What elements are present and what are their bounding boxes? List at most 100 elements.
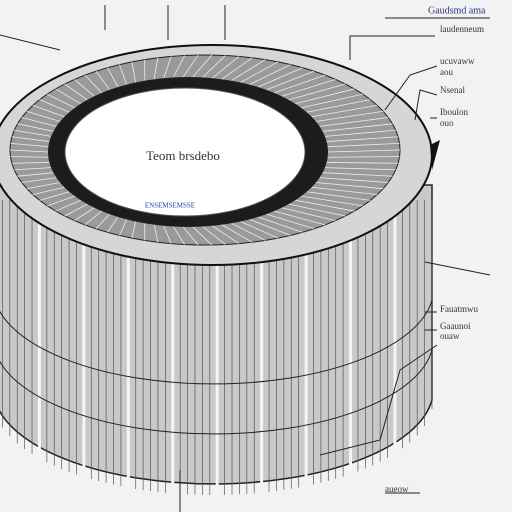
seat-row bbox=[10, 156, 49, 158]
seat-row bbox=[319, 177, 389, 183]
seat-row bbox=[327, 142, 400, 148]
seat-row bbox=[10, 142, 49, 148]
seat-row bbox=[311, 105, 378, 118]
seat-row bbox=[306, 191, 371, 201]
seat-row bbox=[231, 222, 266, 241]
seat-row bbox=[257, 67, 303, 88]
seat-row bbox=[11, 136, 50, 142]
seat-row bbox=[327, 149, 401, 153]
seat-row bbox=[131, 61, 136, 83]
seat-row bbox=[311, 186, 378, 195]
seat-row bbox=[14, 167, 52, 171]
seat-row bbox=[221, 224, 253, 243]
seat-row bbox=[74, 79, 95, 97]
seat-row bbox=[39, 99, 70, 113]
seat-row bbox=[95, 213, 111, 230]
seat-row bbox=[221, 57, 253, 80]
seat-row bbox=[107, 67, 119, 88]
center-label: Teom brsdebo bbox=[146, 148, 220, 163]
seat-row bbox=[9, 149, 49, 153]
seats bbox=[9, 54, 401, 246]
band bbox=[0, 349, 433, 435]
seat-row bbox=[107, 216, 119, 233]
seat-row bbox=[55, 199, 81, 212]
callout: ouo bbox=[440, 118, 454, 128]
callout: aou bbox=[440, 67, 453, 77]
seat-row bbox=[306, 99, 371, 113]
title: Gaudsmd ama bbox=[428, 5, 486, 16]
callout: ouaw bbox=[440, 331, 460, 341]
callout: Fauatmwu bbox=[440, 304, 478, 314]
seat-row bbox=[231, 59, 266, 82]
seat-row bbox=[202, 226, 226, 245]
seat-row bbox=[119, 219, 127, 236]
seat-row bbox=[84, 74, 103, 94]
seat-row bbox=[281, 207, 336, 221]
seat-row bbox=[182, 54, 199, 78]
seat-row bbox=[212, 225, 240, 244]
seat-row bbox=[301, 195, 363, 207]
seat-row bbox=[301, 93, 363, 109]
seat-row bbox=[324, 129, 396, 137]
seat-row bbox=[64, 203, 88, 217]
seat-row bbox=[74, 207, 95, 221]
seat-row bbox=[17, 123, 54, 132]
seat-row bbox=[249, 219, 291, 236]
seat-row bbox=[281, 79, 336, 97]
seat-row bbox=[84, 210, 103, 226]
callout: Iboulon bbox=[440, 107, 468, 117]
seat-row bbox=[173, 55, 185, 78]
seat-row bbox=[326, 162, 399, 164]
seat-row bbox=[266, 213, 315, 230]
seat-row bbox=[326, 136, 399, 142]
seat-row bbox=[14, 129, 52, 137]
seat-row bbox=[21, 177, 57, 183]
seat-row bbox=[288, 83, 346, 101]
seat-row bbox=[192, 54, 213, 78]
callout: laudenneum bbox=[440, 24, 484, 34]
seat-row bbox=[322, 123, 393, 132]
seat-row bbox=[319, 117, 389, 127]
seat-row bbox=[315, 182, 384, 190]
seat-row bbox=[202, 55, 226, 78]
seat-row bbox=[119, 64, 128, 85]
seat-row bbox=[11, 162, 50, 164]
seat-row bbox=[163, 225, 172, 244]
seat-row bbox=[327, 156, 400, 158]
seat-row bbox=[240, 221, 279, 239]
seat-row bbox=[21, 117, 57, 127]
seat-row bbox=[32, 186, 65, 195]
seat-row bbox=[315, 110, 384, 122]
seat-row bbox=[274, 74, 326, 94]
seat-row bbox=[295, 199, 355, 212]
seat-row bbox=[39, 191, 70, 201]
seat-row bbox=[274, 210, 326, 226]
seat-row bbox=[266, 70, 315, 91]
arrowhead bbox=[430, 140, 440, 170]
center-caption: ENSEMSEMSSE bbox=[145, 202, 195, 210]
seat-row bbox=[17, 172, 54, 177]
seat-row bbox=[324, 167, 396, 171]
seat-row bbox=[64, 83, 88, 101]
seat-row bbox=[295, 88, 355, 105]
seat-row bbox=[240, 61, 279, 83]
seat-row bbox=[26, 110, 61, 122]
seat-row bbox=[173, 226, 185, 245]
seat-row bbox=[47, 195, 75, 207]
seat-row bbox=[249, 64, 291, 85]
seat-row bbox=[192, 226, 213, 246]
callout: Nsenal bbox=[440, 85, 465, 95]
seat-row bbox=[182, 226, 199, 246]
seat-row bbox=[153, 224, 159, 243]
callout: Gaaunoi bbox=[440, 321, 471, 331]
seat-row bbox=[26, 182, 61, 190]
seat-row bbox=[32, 105, 65, 118]
callout: aueow bbox=[385, 484, 409, 494]
callout: ucuvaww bbox=[440, 56, 475, 66]
seat-row bbox=[288, 203, 346, 217]
seat-row bbox=[163, 56, 172, 79]
seat-row bbox=[55, 88, 81, 105]
seat-row bbox=[47, 93, 75, 109]
seat-row bbox=[257, 216, 303, 233]
